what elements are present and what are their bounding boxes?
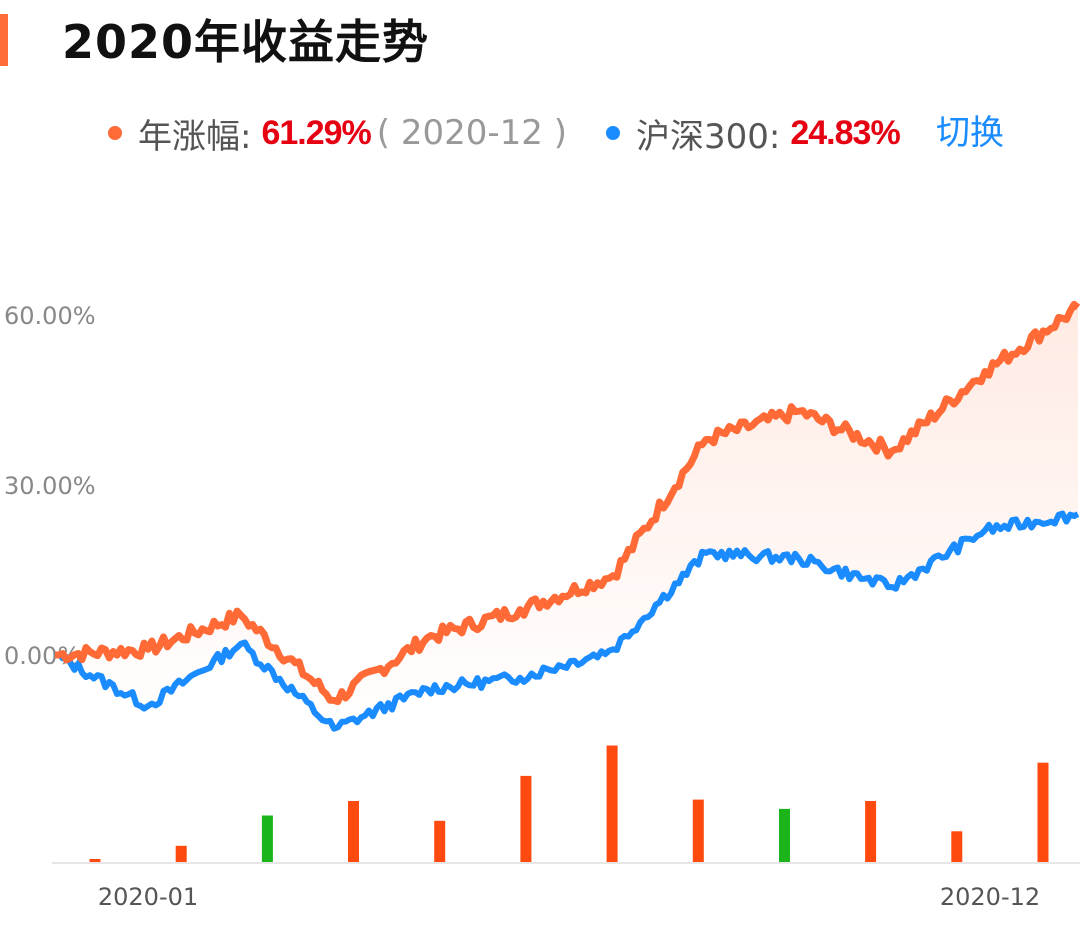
y-tick-label: 30.00% — [4, 472, 96, 500]
legend-index-dot-icon — [606, 126, 620, 140]
bar-2020-05 — [434, 820, 446, 863]
switch-button[interactable]: 切换 — [936, 113, 1004, 153]
title-accent-bar — [0, 14, 8, 66]
legend-fund-date: ( 2020-12 ) — [376, 113, 568, 153]
y-tick-label: 60.00% — [4, 302, 96, 330]
legend-index: 沪深300: 24.83% — [606, 108, 901, 158]
bar-2020-08 — [692, 799, 704, 863]
legend-fund-value: 61.29% — [261, 113, 371, 152]
x-tick-label: 2020-01 — [98, 883, 198, 911]
bar-2020-01 — [89, 859, 101, 863]
legend-index-label: 沪深300: — [636, 116, 781, 157]
bar-2020-09 — [779, 808, 790, 863]
bar-2020-02 — [175, 845, 187, 863]
bar-2020-07 — [606, 745, 618, 863]
legend-fund-dot-icon — [108, 126, 122, 140]
legend-index-value: 24.83% — [790, 113, 900, 152]
chart-legend: 年涨幅: 61.29% ( 2020-12 ) 沪深300: 24.83% 切换 — [0, 108, 1080, 158]
series-line-index — [54, 510, 1080, 732]
legend-fund: 年涨幅: 61.29% ( 2020-12 ) — [108, 108, 567, 158]
x-tick-label: 2020-12 — [940, 883, 1040, 911]
bar-2020-04 — [348, 801, 359, 863]
bar-2020-10 — [865, 801, 877, 863]
bar-2020-12 — [1037, 762, 1049, 863]
legend-fund-label: 年涨幅: — [138, 116, 252, 157]
bar-2020-03 — [261, 815, 273, 863]
series-line-fund — [54, 300, 1080, 706]
bar-2020-06 — [520, 775, 532, 863]
page-title: 2020年收益走势 — [62, 15, 430, 69]
bar-2020-11 — [951, 831, 963, 863]
fund-area-fill — [55, 304, 1078, 729]
